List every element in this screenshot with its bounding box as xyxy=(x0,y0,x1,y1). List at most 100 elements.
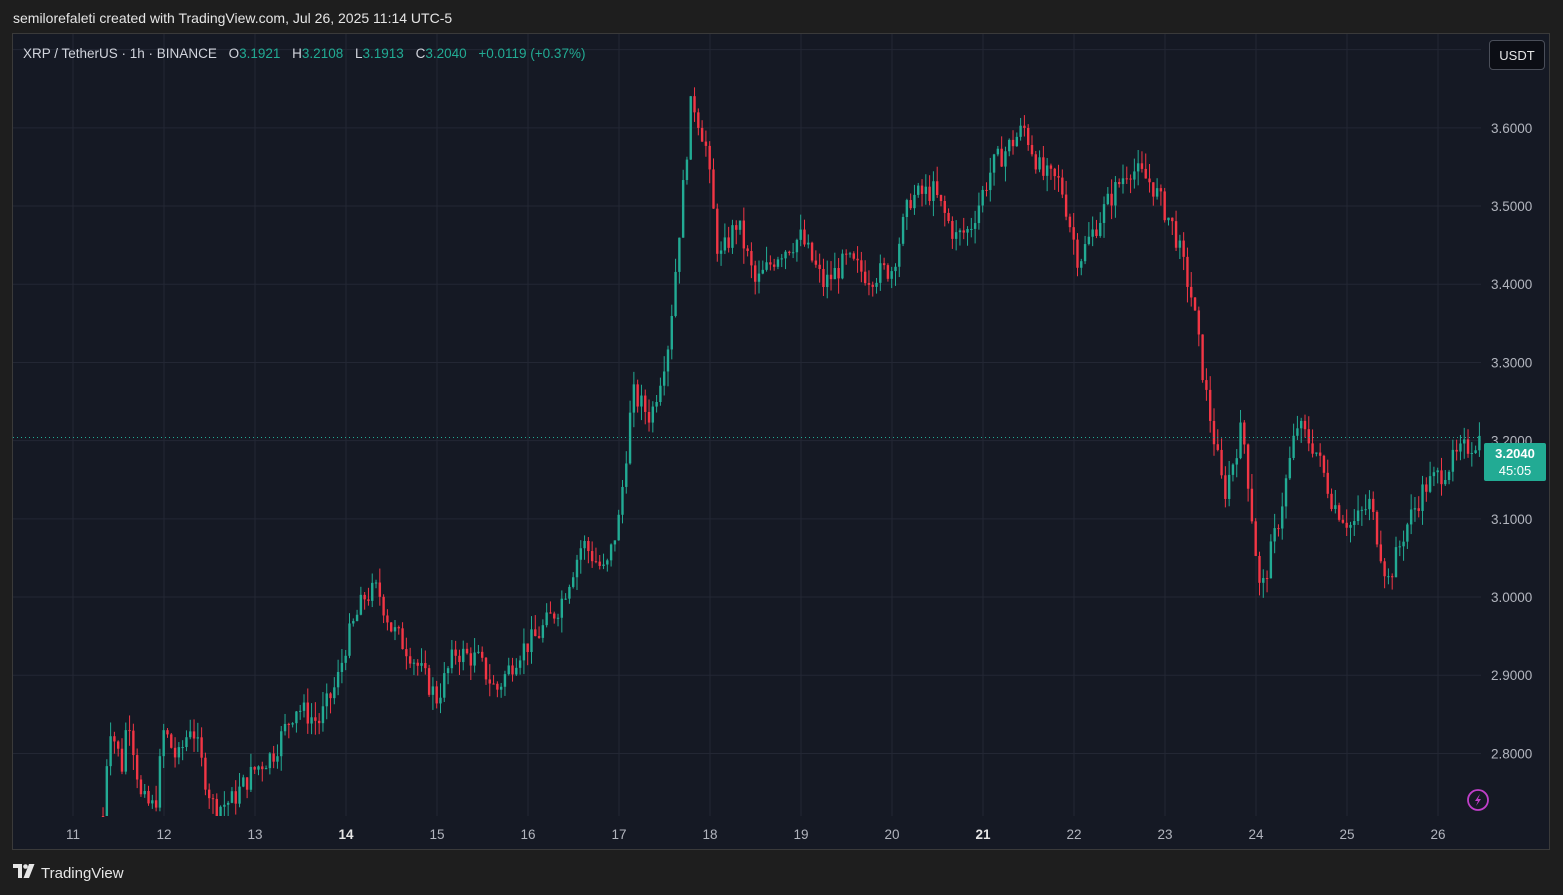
candle[interactable] xyxy=(1292,423,1295,461)
candle[interactable] xyxy=(382,594,385,624)
candle[interactable] xyxy=(458,649,461,675)
candle[interactable] xyxy=(1406,522,1409,549)
candle[interactable] xyxy=(958,228,962,246)
candle[interactable] xyxy=(886,263,890,282)
candle[interactable] xyxy=(1057,164,1060,192)
candle[interactable] xyxy=(890,266,893,289)
candle[interactable] xyxy=(810,241,814,263)
candle[interactable] xyxy=(742,207,746,264)
candle[interactable] xyxy=(1360,506,1364,526)
candle[interactable] xyxy=(226,800,230,816)
candle[interactable] xyxy=(1421,475,1424,525)
candle[interactable] xyxy=(1296,415,1299,441)
candle[interactable] xyxy=(1250,474,1254,524)
candle[interactable] xyxy=(302,694,306,718)
candle[interactable] xyxy=(992,153,996,186)
candle[interactable] xyxy=(644,389,647,425)
candle[interactable] xyxy=(363,591,366,610)
candle[interactable] xyxy=(503,670,507,696)
candle[interactable] xyxy=(882,257,886,270)
candle[interactable] xyxy=(1220,438,1223,479)
candle[interactable] xyxy=(401,622,404,650)
candle[interactable] xyxy=(1110,179,1113,220)
candle[interactable] xyxy=(1390,573,1394,590)
candlestick-chart[interactable]: 2.80002.90003.00003.10003.20003.30003.40… xyxy=(13,34,1549,849)
candle[interactable] xyxy=(1334,489,1337,514)
candle[interactable] xyxy=(769,255,772,271)
candle[interactable] xyxy=(1023,115,1026,137)
candle[interactable] xyxy=(1315,452,1318,457)
candle[interactable] xyxy=(101,807,105,817)
candle[interactable] xyxy=(344,650,347,671)
candle[interactable] xyxy=(397,625,400,635)
candle[interactable] xyxy=(234,780,237,815)
candle[interactable] xyxy=(568,584,571,604)
candle[interactable] xyxy=(1125,166,1128,184)
candle[interactable] xyxy=(204,752,207,796)
candle[interactable] xyxy=(928,175,931,206)
candle[interactable] xyxy=(1193,296,1197,311)
candle[interactable] xyxy=(602,553,605,570)
candle[interactable] xyxy=(856,246,859,273)
candle[interactable] xyxy=(280,725,283,771)
currency-button[interactable]: USDT xyxy=(1489,40,1545,70)
candle[interactable] xyxy=(196,722,200,752)
candle[interactable] xyxy=(298,704,302,720)
candle[interactable] xyxy=(336,659,340,696)
candle[interactable] xyxy=(1262,569,1265,598)
candle[interactable] xyxy=(1008,138,1011,157)
candle[interactable] xyxy=(321,691,325,732)
candle[interactable] xyxy=(1083,235,1087,265)
candle[interactable] xyxy=(306,688,309,734)
candle[interactable] xyxy=(1444,469,1447,486)
candle[interactable] xyxy=(1432,466,1436,487)
candle[interactable] xyxy=(924,174,928,205)
candle[interactable] xyxy=(340,649,344,684)
candle[interactable] xyxy=(951,216,954,249)
candle[interactable] xyxy=(772,258,776,271)
candle[interactable] xyxy=(1394,536,1398,578)
candle[interactable] xyxy=(613,540,617,552)
candle[interactable] xyxy=(1372,491,1375,520)
candle[interactable] xyxy=(1121,164,1125,194)
candle[interactable] xyxy=(757,260,761,294)
candle[interactable] xyxy=(492,675,495,685)
candle[interactable] xyxy=(1182,232,1185,271)
candle[interactable] xyxy=(1129,174,1132,194)
candle[interactable] xyxy=(287,722,291,739)
candle[interactable] xyxy=(905,198,909,230)
candle[interactable] xyxy=(685,156,689,185)
candle[interactable] xyxy=(1330,488,1333,512)
candle[interactable] xyxy=(829,261,833,291)
candle[interactable] xyxy=(954,220,958,251)
candle[interactable] xyxy=(1133,158,1136,189)
candle[interactable] xyxy=(1375,510,1379,548)
candle[interactable] xyxy=(261,761,264,782)
candle[interactable] xyxy=(860,251,863,283)
candle[interactable] xyxy=(731,219,734,254)
candle[interactable] xyxy=(647,399,651,432)
candle[interactable] xyxy=(1428,461,1432,494)
candle[interactable] xyxy=(1478,422,1481,457)
candle[interactable] xyxy=(795,238,799,262)
candle[interactable] xyxy=(1463,427,1466,459)
candle[interactable] xyxy=(913,184,916,215)
candle[interactable] xyxy=(879,254,882,291)
candle[interactable] xyxy=(177,742,181,765)
candle[interactable] xyxy=(894,263,897,286)
candle[interactable] xyxy=(534,615,537,637)
candle[interactable] xyxy=(128,715,131,746)
candle[interactable] xyxy=(264,765,268,770)
candle[interactable] xyxy=(852,251,855,261)
candle[interactable] xyxy=(465,642,469,655)
candle[interactable] xyxy=(1277,524,1280,537)
candle[interactable] xyxy=(420,648,423,672)
candle[interactable] xyxy=(867,270,871,296)
candle[interactable] xyxy=(1030,135,1034,157)
candle[interactable] xyxy=(943,195,946,227)
candle[interactable] xyxy=(412,659,416,676)
candle[interactable] xyxy=(181,740,184,761)
chart-panel[interactable]: 2.8000 2.9000 3.0000 3.1000 3.2000 3.3000 3.40… xyxy=(12,33,1550,850)
candle[interactable] xyxy=(1155,178,1159,200)
candle[interactable] xyxy=(1455,439,1458,461)
